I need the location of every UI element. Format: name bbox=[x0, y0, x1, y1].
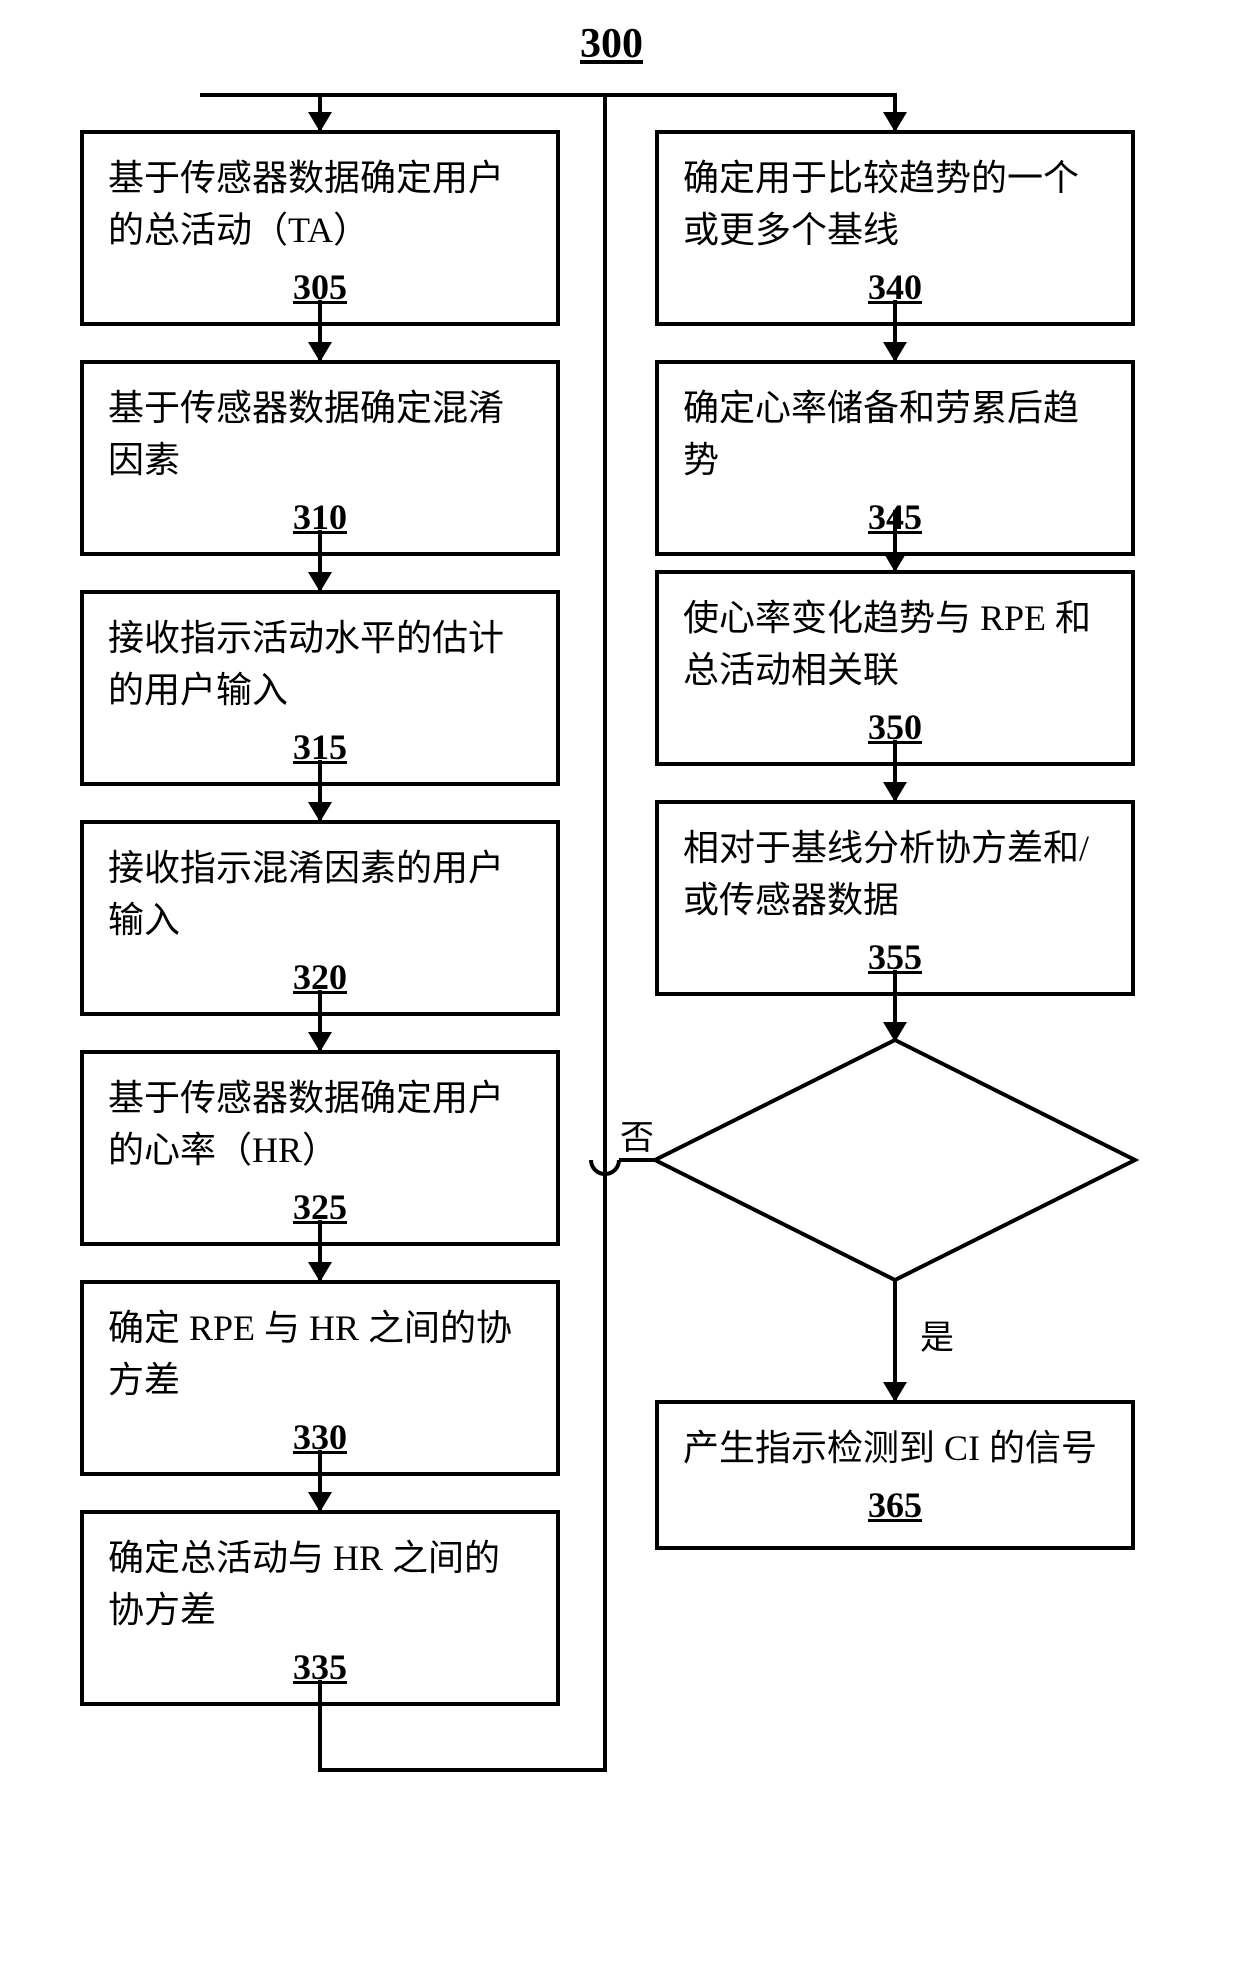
box-text: 产生指示检测到 CI 的信号 bbox=[683, 1422, 1107, 1474]
decision-num: 360 bbox=[868, 1164, 922, 1206]
box-num: 325 bbox=[108, 1186, 532, 1228]
process-box-365: 产生指示检测到 CI 的信号 365 bbox=[655, 1400, 1135, 1550]
box-num: 335 bbox=[108, 1646, 532, 1688]
process-box-355: 相对于基线分析协方差和/或传感器数据 355 bbox=[655, 800, 1135, 996]
process-box-305: 基于传感器数据确定用户的总活动（TA） 305 bbox=[80, 130, 560, 326]
process-box-345: 确定心率储备和劳累后趋势 345 bbox=[655, 360, 1135, 556]
box-num: 315 bbox=[108, 726, 532, 768]
box-text: 基于传感器数据确定用户的心率（HR） bbox=[108, 1072, 532, 1176]
box-text: 基于传感器数据确定用户的总活动（TA） bbox=[108, 152, 532, 256]
process-box-340: 确定用于比较趋势的一个或更多个基线 340 bbox=[655, 130, 1135, 326]
box-text: 使心率变化趋势与 RPE 和总活动相关联 bbox=[683, 592, 1107, 696]
process-box-330: 确定 RPE 与 HR 之间的协方差 330 bbox=[80, 1280, 560, 1476]
decision-360: 检测到 CI? 360 bbox=[655, 1040, 1135, 1280]
box-num: 305 bbox=[108, 266, 532, 308]
flowchart-canvas: 300 基于传感器数据确定用户的总活动（TA） 305 基于传感器数据确定混淆因素 3… bbox=[0, 0, 1233, 1967]
box-num: 355 bbox=[683, 936, 1107, 978]
process-box-315: 接收指示活动水平的估计的用户输入 315 bbox=[80, 590, 560, 786]
process-box-320: 接收指示混淆因素的用户输入 320 bbox=[80, 820, 560, 1016]
box-text: 确定总活动与 HR 之间的协方差 bbox=[108, 1532, 532, 1636]
box-text: 确定用于比较趋势的一个或更多个基线 bbox=[683, 152, 1107, 256]
box-num: 365 bbox=[683, 1484, 1107, 1526]
box-num: 340 bbox=[683, 266, 1107, 308]
process-box-335: 确定总活动与 HR 之间的协方差 335 bbox=[80, 1510, 560, 1706]
edge-label-no: 否 bbox=[620, 1110, 654, 1159]
decision-text: 检测到 CI? bbox=[811, 1114, 980, 1161]
box-text: 基于传感器数据确定混淆因素 bbox=[108, 382, 532, 486]
process-box-310: 基于传感器数据确定混淆因素 310 bbox=[80, 360, 560, 556]
box-text: 接收指示混淆因素的用户输入 bbox=[108, 842, 532, 946]
process-box-350: 使心率变化趋势与 RPE 和总活动相关联 350 bbox=[655, 570, 1135, 766]
box-text: 接收指示活动水平的估计的用户输入 bbox=[108, 612, 532, 716]
box-num: 350 bbox=[683, 706, 1107, 748]
box-text: 确定 RPE 与 HR 之间的协方差 bbox=[108, 1302, 532, 1406]
box-num: 310 bbox=[108, 496, 532, 538]
edge-label-yes: 是 bbox=[920, 1310, 954, 1359]
box-num: 320 bbox=[108, 956, 532, 998]
box-num: 330 bbox=[108, 1416, 532, 1458]
diagram-title: 300 bbox=[580, 20, 643, 68]
process-box-325: 基于传感器数据确定用户的心率（HR） 325 bbox=[80, 1050, 560, 1246]
box-num: 345 bbox=[683, 496, 1107, 538]
box-text: 相对于基线分析协方差和/或传感器数据 bbox=[683, 822, 1107, 926]
box-text: 确定心率储备和劳累后趋势 bbox=[683, 382, 1107, 486]
